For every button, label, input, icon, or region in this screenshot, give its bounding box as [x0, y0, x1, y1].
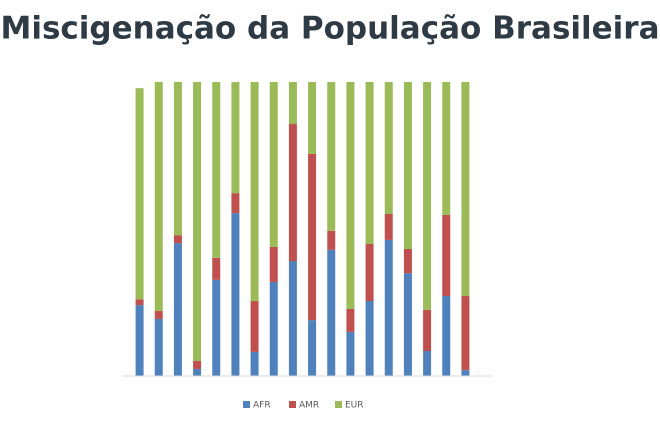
bar-segment — [269, 246, 278, 282]
bar-segment — [365, 243, 374, 302]
bar-segment — [442, 82, 451, 215]
bar-segment — [269, 281, 278, 376]
legend-swatch — [335, 401, 342, 408]
bar-segment — [346, 308, 355, 332]
bar-segment — [250, 301, 259, 352]
bar-segment — [327, 82, 336, 231]
bar-segment — [135, 88, 144, 300]
legend-label: AMR — [299, 401, 319, 411]
bar-segment — [173, 235, 182, 244]
bar-segment — [193, 368, 202, 376]
bar-segment — [442, 296, 451, 376]
bar-segment — [193, 82, 202, 362]
bar-segment — [346, 82, 355, 309]
legend-swatch — [243, 401, 250, 408]
bar-segment — [154, 82, 163, 312]
bar-segment — [365, 301, 374, 376]
bar-segment — [212, 82, 221, 258]
bar-segment — [327, 230, 336, 250]
bar-segment — [154, 311, 163, 319]
bar-segment — [423, 82, 432, 310]
bar-segment — [365, 82, 374, 244]
bar-segment — [423, 309, 432, 352]
bar-segment — [384, 239, 393, 376]
bar-segment — [212, 279, 221, 376]
bar-segment — [288, 82, 297, 125]
bar-segment — [403, 273, 412, 376]
bar-segment — [403, 82, 412, 249]
bar-segment — [231, 193, 240, 214]
bar-segment — [384, 214, 393, 240]
bar-segment — [212, 257, 221, 280]
bar-segment — [423, 351, 432, 376]
bar-segment — [461, 370, 470, 376]
bar-segment — [231, 82, 240, 194]
bar-segment — [231, 213, 240, 376]
bar-segment — [135, 305, 144, 376]
chart-title: Miscigenação da População Brasileira — [0, 11, 659, 47]
bar-segment — [346, 331, 355, 376]
bar-segment — [403, 248, 412, 274]
bar-segment — [173, 243, 182, 376]
bar-segment — [250, 82, 259, 302]
bar-segment — [461, 296, 470, 371]
bar-segment — [308, 82, 317, 155]
legend-label: EUR — [345, 401, 364, 411]
bar-segment — [154, 318, 163, 376]
bar-segment — [173, 82, 182, 236]
bar-segment — [308, 154, 317, 321]
legend-swatch — [289, 401, 296, 408]
bar-segment — [288, 124, 297, 262]
bar-segment — [288, 261, 297, 376]
bar-segment — [461, 82, 470, 297]
bar-segment — [384, 82, 393, 215]
bar-segment — [308, 320, 317, 376]
bar-segment — [327, 249, 336, 376]
bar-segment — [269, 82, 278, 247]
legend-label: AFR — [253, 401, 271, 411]
bar-segment — [442, 214, 451, 297]
bar-segment — [250, 351, 259, 376]
bar-segment — [135, 299, 144, 306]
bar-segment — [193, 361, 202, 369]
